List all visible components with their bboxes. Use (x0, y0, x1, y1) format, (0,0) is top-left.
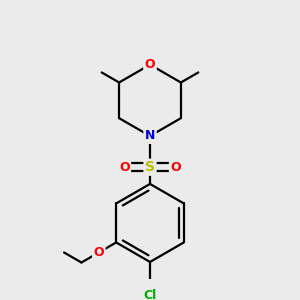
Text: S: S (145, 160, 155, 174)
Text: Cl: Cl (143, 289, 157, 300)
Text: O: O (94, 246, 104, 259)
Text: O: O (145, 58, 155, 71)
Text: N: N (145, 130, 155, 142)
Text: O: O (119, 161, 130, 174)
Text: O: O (170, 161, 181, 174)
